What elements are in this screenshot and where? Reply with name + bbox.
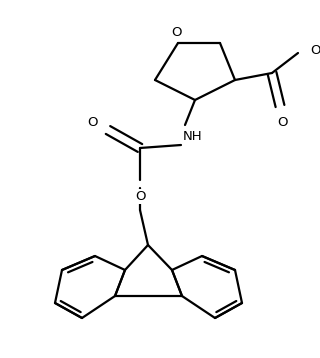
Text: O: O: [87, 116, 98, 129]
Text: O: O: [277, 116, 287, 129]
Text: O: O: [171, 26, 181, 39]
Text: NH: NH: [183, 131, 203, 144]
Text: O: O: [135, 190, 145, 203]
Text: OH: OH: [310, 44, 320, 58]
